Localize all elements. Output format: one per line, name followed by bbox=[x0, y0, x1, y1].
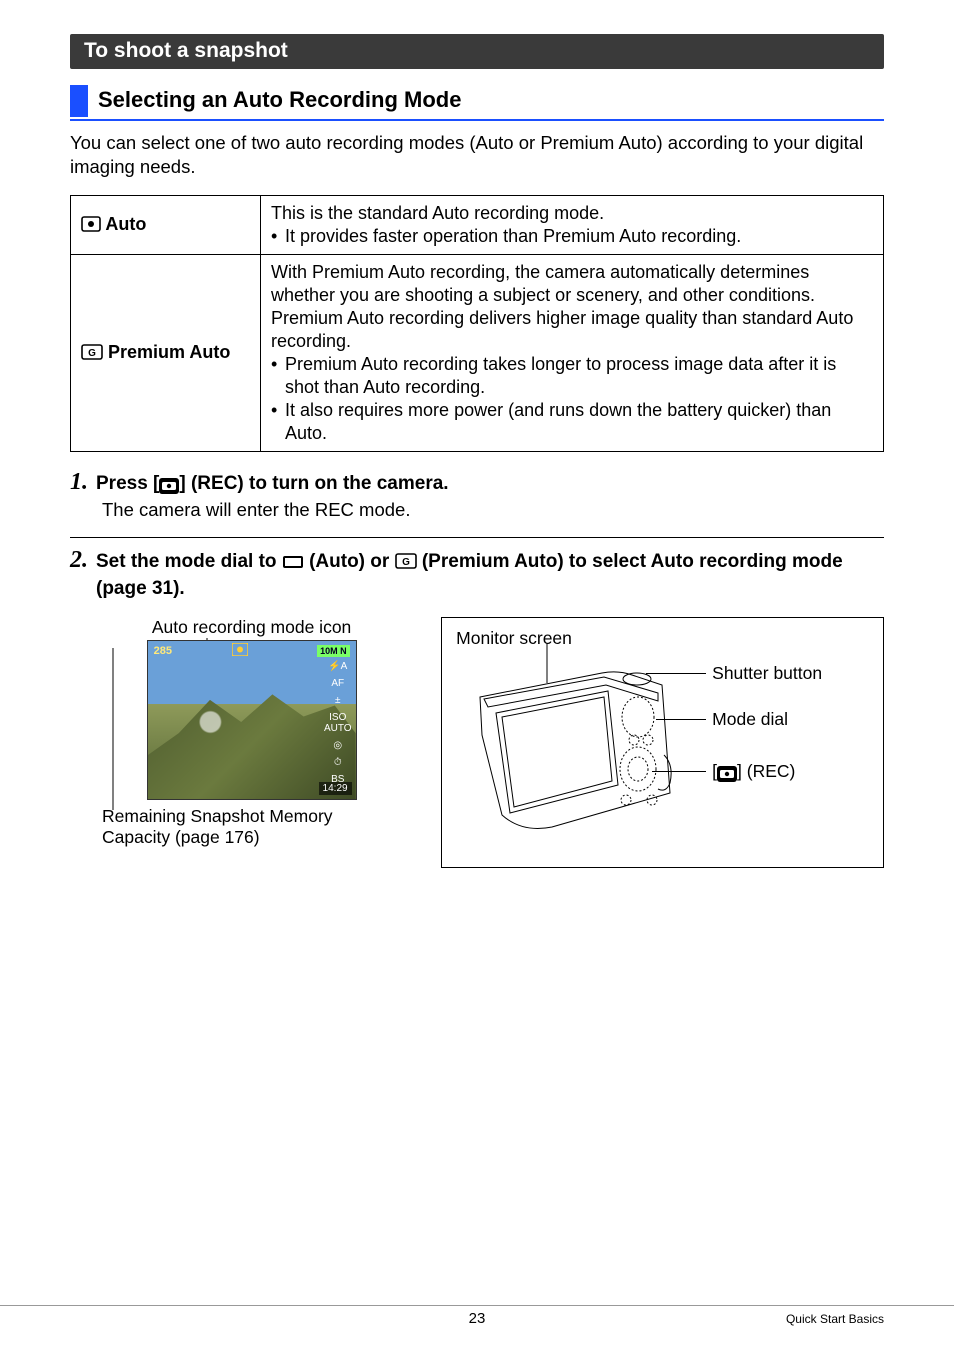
thumb-wb-icon: ◎ bbox=[333, 740, 342, 751]
thumb-ev-icon: ± bbox=[335, 695, 341, 706]
subsection-header: Selecting an Auto Recording Mode bbox=[70, 85, 884, 121]
annot-line bbox=[656, 719, 706, 720]
step-1: 1. Press [ ] (REC) to turn on the camera… bbox=[70, 470, 884, 521]
footer-section-name: Quick Start Basics bbox=[786, 1312, 884, 1326]
mode-premium-bullet2: It also requires more power (and runs do… bbox=[285, 399, 873, 445]
thumb-count: 285 bbox=[154, 645, 172, 657]
mode-auto-bullet: It provides faster operation than Premiu… bbox=[285, 225, 873, 248]
step-2-title-mid: (Auto) or bbox=[304, 551, 395, 572]
rec-button-label: [ ] (REC) bbox=[712, 761, 795, 782]
annot-line bbox=[652, 771, 706, 772]
annot-line bbox=[646, 673, 706, 674]
step-1-title-pre: Press [ bbox=[96, 473, 159, 494]
step-2-title: Set the mode dial to (Auto) or G (Premiu… bbox=[96, 550, 884, 601]
step-2: 2. Set the mode dial to (Auto) or G (Pre… bbox=[70, 548, 884, 601]
mode-premium-text: Premium Auto bbox=[108, 342, 230, 362]
mode-auto-label: Auto bbox=[71, 196, 261, 255]
diagram-row: Auto recording mode icon 285 10M N ⚡A AF… bbox=[70, 617, 884, 868]
rec-label-post: ] (REC) bbox=[737, 761, 795, 781]
premium-auto-icon: G bbox=[81, 343, 103, 366]
step-number: 2. bbox=[70, 548, 88, 572]
auto-mode-icon bbox=[282, 552, 304, 577]
steps: 1. Press [ ] (REC) to turn on the camera… bbox=[70, 470, 884, 601]
thumb-auto-icon bbox=[232, 643, 248, 659]
thumb-iso-icon: ISOAUTO bbox=[324, 712, 352, 734]
mode-auto-desc: This is the standard Auto recording mode… bbox=[261, 196, 884, 255]
preview-thumbnail: 285 10M N ⚡A AF ± ISOAUTO ◎ ⏱ BS bbox=[147, 640, 357, 800]
thumb-quality-strip: 10M N bbox=[317, 645, 350, 657]
mode-auto-desc-main: This is the standard Auto recording mode… bbox=[271, 203, 604, 223]
modes-table: Auto This is the standard Auto recording… bbox=[70, 195, 884, 452]
camera-illustration bbox=[462, 665, 682, 835]
mode-premium-bullet1: Premium Auto recording takes longer to p… bbox=[285, 353, 873, 399]
pointer-line-icon bbox=[546, 643, 548, 683]
camera-frame-icon bbox=[81, 215, 101, 238]
thumb-af-icon: AF bbox=[331, 678, 344, 689]
shutter-button-label: Shutter button bbox=[712, 663, 822, 684]
rec-camera-icon bbox=[159, 478, 179, 494]
table-row: G Premium Auto With Premium Auto recordi… bbox=[71, 255, 884, 452]
memory-caption: Remaining Snapshot Memory Capacity (page… bbox=[102, 806, 401, 848]
section-header: To shoot a snapshot bbox=[70, 34, 884, 69]
mode-premium-desc-main: With Premium Auto recording, the camera … bbox=[271, 262, 853, 351]
subsection-title: Selecting an Auto Recording Mode bbox=[98, 85, 461, 117]
step-number: 1. bbox=[70, 470, 88, 494]
step-divider bbox=[70, 537, 884, 538]
mode-premium-label: G Premium Auto bbox=[71, 255, 261, 452]
pointer-line-icon bbox=[112, 648, 114, 810]
step-1-body: The camera will enter the REC mode. bbox=[102, 499, 884, 521]
step-1-title: Press [ ] (REC) to turn on the camera. bbox=[96, 472, 449, 497]
thumb-right-icons: ⚡A AF ± ISOAUTO ◎ ⏱ BS bbox=[324, 661, 352, 785]
monitor-screen-label: Monitor screen bbox=[456, 628, 869, 649]
step-2-title-pre: Set the mode dial to bbox=[96, 551, 282, 572]
thumb-time: 14:29 bbox=[319, 782, 352, 795]
table-row: Auto This is the standard Auto recording… bbox=[71, 196, 884, 255]
svg-text:G: G bbox=[88, 348, 96, 359]
diagram-right: Monitor screen bbox=[441, 617, 884, 868]
thumb-timer-icon: ⏱ bbox=[334, 757, 342, 768]
page-footer: 23 Quick Start Basics bbox=[0, 1305, 954, 1327]
diagram-left: Auto recording mode icon 285 10M N ⚡A AF… bbox=[102, 617, 401, 848]
rec-camera-icon bbox=[717, 766, 737, 782]
step-1-title-post: ] (REC) to turn on the camera. bbox=[179, 473, 448, 494]
svg-text:G: G bbox=[402, 557, 410, 568]
thumb-flash-icon: ⚡A bbox=[328, 661, 347, 672]
mode-premium-desc: With Premium Auto recording, the camera … bbox=[261, 255, 884, 452]
mode-auto-text: Auto bbox=[105, 214, 146, 234]
mode-dial-label: Mode dial bbox=[712, 709, 788, 730]
subsection-accent bbox=[70, 85, 88, 117]
intro-text: You can select one of two auto recording… bbox=[70, 131, 884, 179]
auto-icon-caption: Auto recording mode icon bbox=[102, 617, 401, 638]
premium-auto-mode-icon: G bbox=[395, 552, 417, 577]
